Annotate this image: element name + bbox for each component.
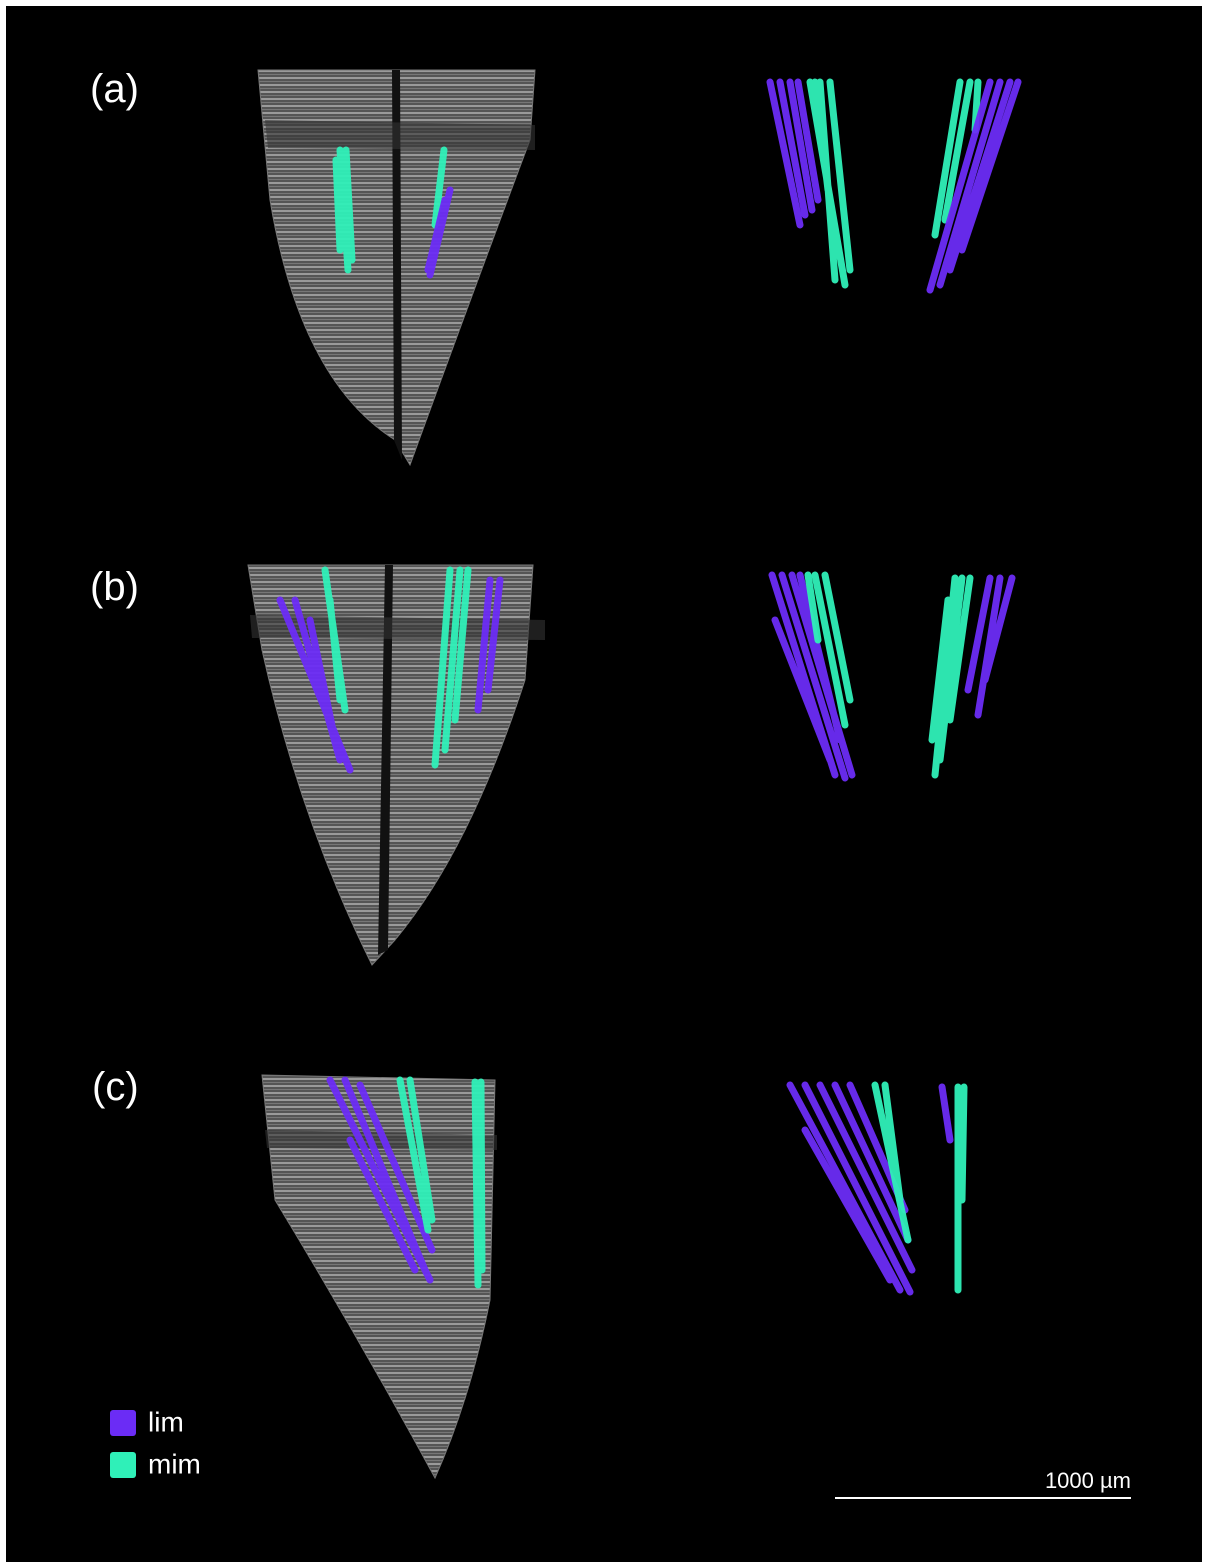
legend-swatch (110, 1452, 136, 1478)
background (6, 6, 1202, 1562)
legend-swatch (110, 1410, 136, 1436)
panel-label: (a) (90, 67, 139, 111)
scale-bar-label: 1000 µm (1045, 1468, 1131, 1493)
panel-label: (c) (92, 1065, 139, 1109)
figure: (a) (b) (c) lim mim 1000 µm (0, 0, 1208, 1568)
legend-label: mim (148, 1448, 201, 1479)
panel-label: (b) (90, 565, 139, 609)
legend-label: lim (148, 1406, 184, 1437)
